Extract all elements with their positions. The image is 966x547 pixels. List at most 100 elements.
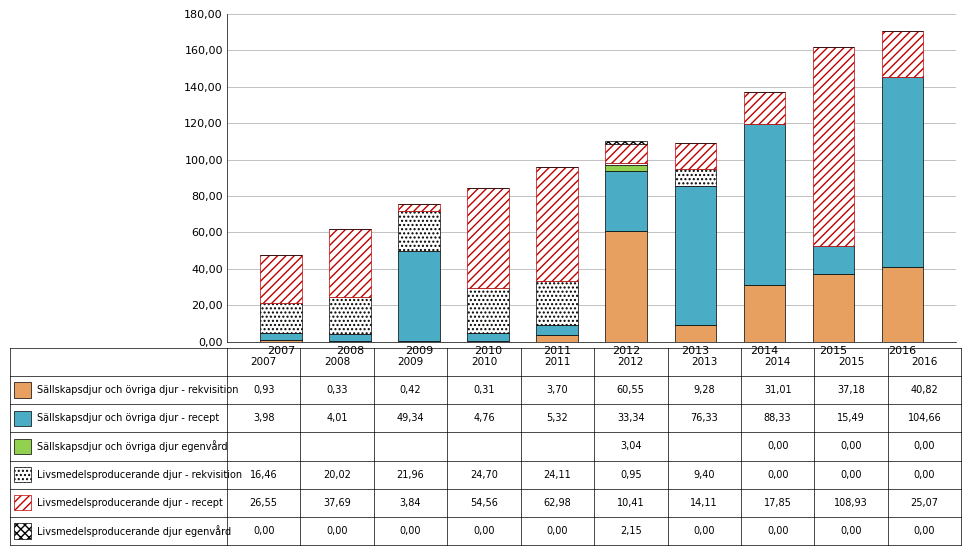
Bar <box>536 335 578 342</box>
Text: 0,00: 0,00 <box>840 526 862 536</box>
Bar <box>329 341 371 342</box>
Bar <box>536 325 578 335</box>
Text: 21,96: 21,96 <box>397 470 424 480</box>
Bar <box>14 382 31 398</box>
Text: 3,70: 3,70 <box>547 385 568 395</box>
Text: 62,98: 62,98 <box>544 498 571 508</box>
Text: 33,34: 33,34 <box>617 414 644 423</box>
Bar <box>398 204 440 211</box>
Text: 76,33: 76,33 <box>691 414 718 423</box>
Text: 2011: 2011 <box>544 357 571 367</box>
Text: 37,18: 37,18 <box>838 385 865 395</box>
Text: 24,70: 24,70 <box>470 470 497 480</box>
Text: 2010: 2010 <box>470 357 497 367</box>
Bar <box>14 411 31 426</box>
Text: 0,00: 0,00 <box>914 470 935 480</box>
Text: 60,55: 60,55 <box>617 385 644 395</box>
Bar <box>536 282 578 325</box>
Bar <box>882 31 923 77</box>
Bar <box>674 168 716 186</box>
Bar <box>606 164 647 165</box>
Text: 0,00: 0,00 <box>547 526 568 536</box>
Text: 10,41: 10,41 <box>617 498 644 508</box>
Text: 2,15: 2,15 <box>620 526 641 536</box>
Bar <box>882 267 923 342</box>
Bar <box>882 77 923 267</box>
Bar <box>812 47 854 246</box>
Text: 2015: 2015 <box>838 357 865 367</box>
Text: Sällskapsdjur och övriga djur - rekvisition: Sällskapsdjur och övriga djur - rekvisit… <box>37 385 239 395</box>
Text: 0,31: 0,31 <box>473 385 495 395</box>
Text: Livsmedelsproducerande djur - recept: Livsmedelsproducerande djur - recept <box>37 498 222 508</box>
Text: 2009: 2009 <box>397 357 424 367</box>
Text: 16,46: 16,46 <box>250 470 277 480</box>
Bar <box>14 467 31 482</box>
Bar <box>398 251 440 341</box>
Bar <box>14 495 31 510</box>
Bar <box>468 188 509 288</box>
Text: 40,82: 40,82 <box>911 385 938 395</box>
Bar <box>468 341 509 342</box>
Text: 26,55: 26,55 <box>250 498 277 508</box>
Text: 2008: 2008 <box>324 357 351 367</box>
Bar <box>744 286 785 342</box>
Text: 2013: 2013 <box>691 357 718 367</box>
Text: 4,76: 4,76 <box>473 414 495 423</box>
Bar <box>260 303 301 333</box>
Text: 0,42: 0,42 <box>400 385 421 395</box>
Text: 5,32: 5,32 <box>547 414 568 423</box>
Text: 9,28: 9,28 <box>694 385 715 395</box>
Text: 49,34: 49,34 <box>397 414 424 423</box>
Bar <box>812 246 854 274</box>
Text: Sällskapsdjur och övriga djur - recept: Sällskapsdjur och övriga djur - recept <box>37 414 219 423</box>
Text: 0,00: 0,00 <box>767 526 788 536</box>
Text: 9,40: 9,40 <box>694 470 715 480</box>
Text: 17,85: 17,85 <box>764 498 791 508</box>
Text: 0,95: 0,95 <box>620 470 641 480</box>
Text: 0,00: 0,00 <box>914 526 935 536</box>
Text: 0,00: 0,00 <box>400 526 421 536</box>
Text: 3,04: 3,04 <box>620 441 641 451</box>
Bar <box>14 523 31 539</box>
Text: 3,84: 3,84 <box>400 498 421 508</box>
Bar <box>329 298 371 334</box>
Bar <box>606 144 647 164</box>
Bar <box>468 333 509 341</box>
Bar <box>812 274 854 342</box>
Bar <box>606 171 647 231</box>
Text: 0,00: 0,00 <box>840 470 862 480</box>
Bar <box>260 340 301 342</box>
Text: 0,00: 0,00 <box>327 526 348 536</box>
Text: Sällskapsdjur och övriga djur egenvård: Sällskapsdjur och övriga djur egenvård <box>37 440 227 452</box>
Text: 0,00: 0,00 <box>840 441 862 451</box>
Text: 0,33: 0,33 <box>327 385 348 395</box>
Bar <box>329 229 371 298</box>
Text: 0,00: 0,00 <box>473 526 495 536</box>
Text: 108,93: 108,93 <box>835 498 867 508</box>
Text: Livsmedelsproducerande djur egenvård: Livsmedelsproducerande djur egenvård <box>37 525 231 537</box>
Text: 54,56: 54,56 <box>470 498 497 508</box>
Text: 15,49: 15,49 <box>838 414 865 423</box>
Bar <box>744 92 785 124</box>
Bar <box>606 231 647 342</box>
Text: Livsmedelsproducerande djur - rekvisition: Livsmedelsproducerande djur - rekvisitio… <box>37 470 242 480</box>
Text: 2012: 2012 <box>617 357 644 367</box>
Text: 0,00: 0,00 <box>767 470 788 480</box>
Text: 31,01: 31,01 <box>764 385 791 395</box>
Bar <box>14 439 31 454</box>
Bar <box>260 254 301 303</box>
Bar <box>674 186 716 325</box>
Text: 0,00: 0,00 <box>767 441 788 451</box>
Text: 3,98: 3,98 <box>253 414 274 423</box>
Text: 25,07: 25,07 <box>911 498 938 508</box>
Text: 14,11: 14,11 <box>691 498 718 508</box>
Text: 20,02: 20,02 <box>324 470 351 480</box>
Text: 0,00: 0,00 <box>914 441 935 451</box>
Bar <box>606 165 647 171</box>
Text: 104,66: 104,66 <box>908 414 941 423</box>
Text: 2014: 2014 <box>764 357 791 367</box>
Bar <box>398 341 440 342</box>
Text: 24,11: 24,11 <box>544 470 571 480</box>
Bar <box>674 325 716 342</box>
Text: 88,33: 88,33 <box>764 414 791 423</box>
